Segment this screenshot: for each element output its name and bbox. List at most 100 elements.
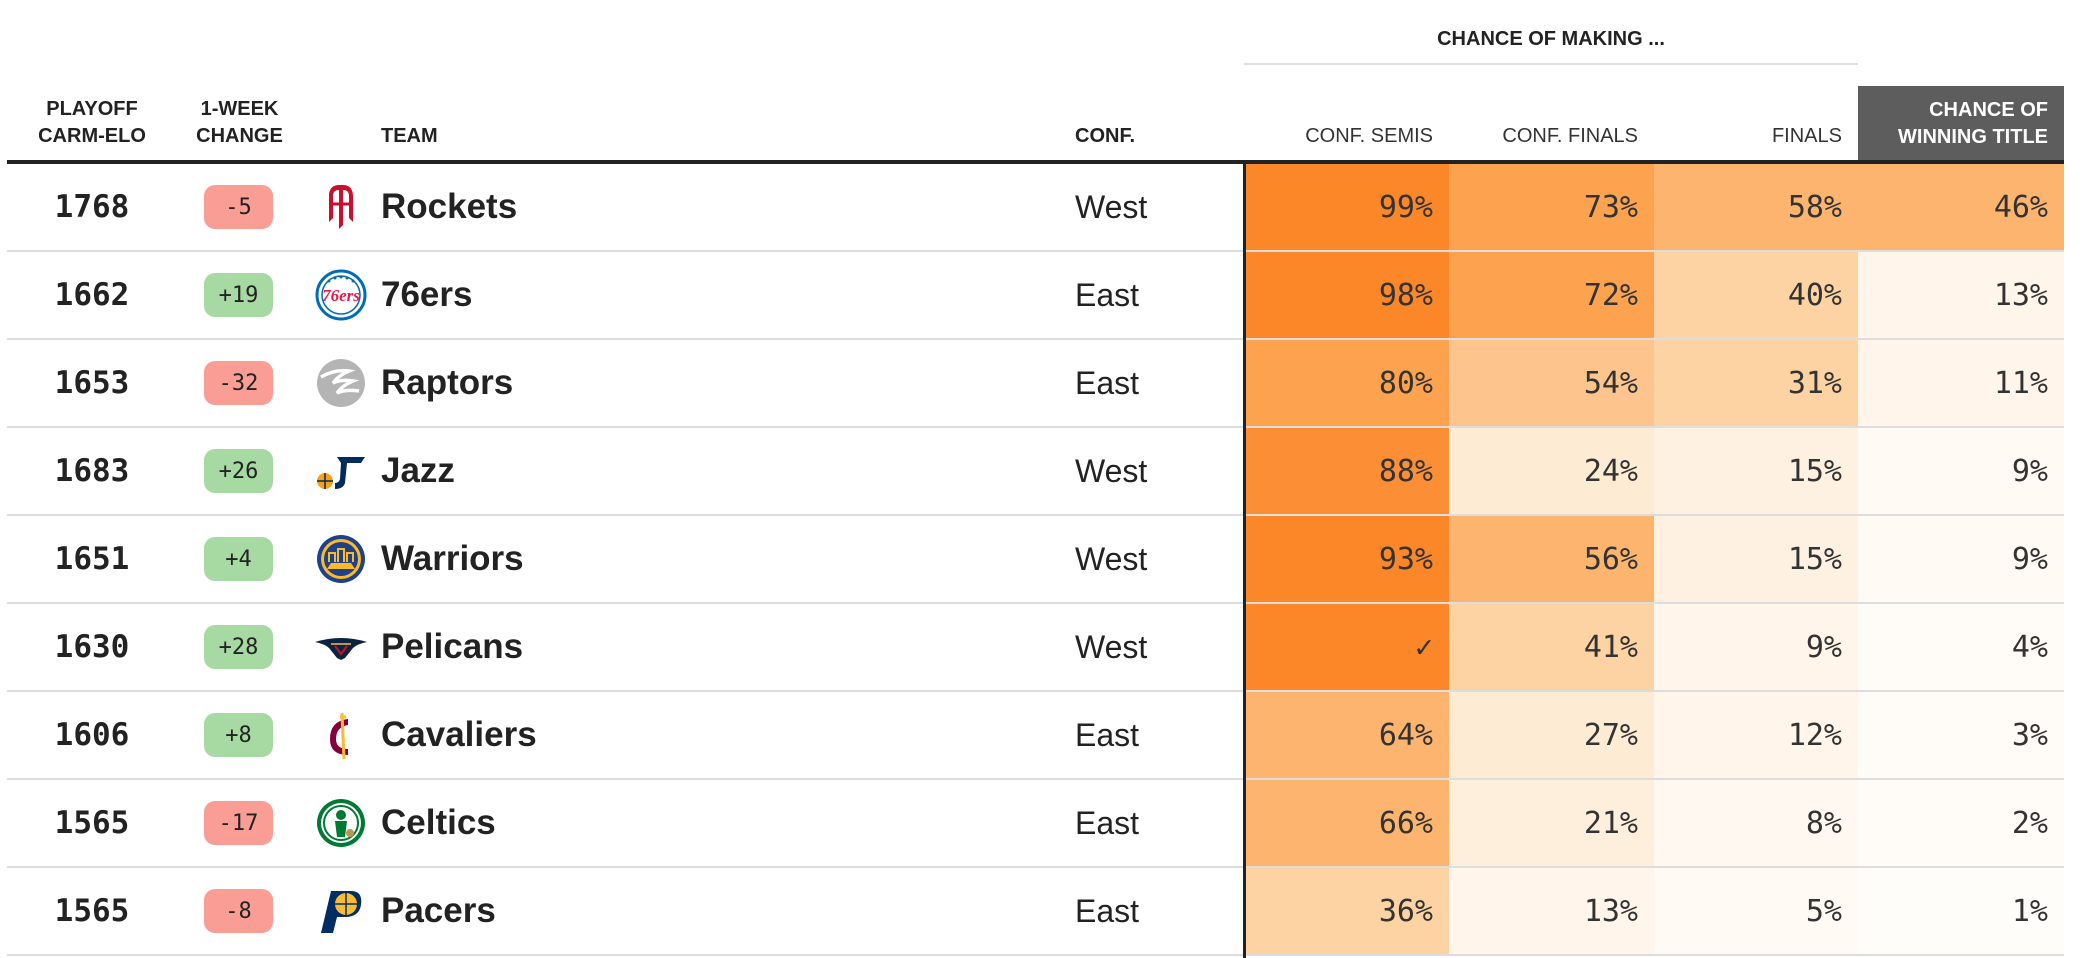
header-conf[interactable]: CONF. bbox=[1075, 125, 1135, 147]
table-row-jazz[interactable]: 1683 +26 Jazz West 88% 24% 15% 9% bbox=[7, 428, 2064, 516]
table-row-76ers[interactable]: 1662 +19 76ers 76ers East 98% 72% 40% 13… bbox=[7, 252, 2064, 340]
conf-finals-chance: 13% bbox=[1449, 868, 1654, 954]
header-change[interactable]: 1-WEEK CHANGE bbox=[187, 96, 292, 150]
title-chance: 9% bbox=[1858, 428, 2064, 514]
table-row-cavaliers[interactable]: 1606 +8 Cavaliers East 64% 27% 12% 3% bbox=[7, 692, 2064, 780]
standings-table: PLAYOFF CARM-ELO 1-WEEK CHANGE TEAM CONF… bbox=[7, 0, 2064, 958]
conf-semis-chance: 80% bbox=[1244, 340, 1449, 426]
change-badge: +26 bbox=[204, 449, 273, 493]
table-row-pelicans[interactable]: 1630 +28 Pelicans West ✓ 41% 9% 4% bbox=[7, 604, 2064, 692]
title-chance: 2% bbox=[1858, 780, 2064, 866]
finals-chance: 15% bbox=[1654, 516, 1858, 602]
header-conf-semis[interactable]: CONF. SEMIS bbox=[1305, 125, 1433, 147]
odds-divider bbox=[1243, 164, 1246, 958]
conference: West bbox=[1075, 628, 1148, 665]
team-name: Jazz bbox=[381, 451, 455, 490]
title-chance: 11% bbox=[1858, 340, 2064, 426]
conference: East bbox=[1075, 364, 1140, 401]
header-conf-finals[interactable]: CONF. FINALS bbox=[1502, 125, 1638, 147]
header-elo[interactable]: PLAYOFF CARM-ELO bbox=[7, 96, 177, 150]
change-cell: +4 bbox=[197, 516, 280, 602]
chance-of-making-rule bbox=[1244, 63, 1858, 65]
header-finals[interactable]: FINALS bbox=[1771, 125, 1842, 147]
table-row-celtics[interactable]: 1565 -17 Celtics East 66% 21% 8% 2% bbox=[7, 780, 2064, 868]
elo-value: 1565 bbox=[54, 893, 130, 929]
change-badge: +8 bbox=[204, 713, 273, 757]
title-chance: 3% bbox=[1858, 692, 2064, 778]
elo-value: 1651 bbox=[54, 541, 130, 577]
header-title-text: CHANCE OF WINNING TITLE bbox=[1898, 97, 2048, 151]
title-chance: 1% bbox=[1858, 868, 2064, 954]
conf-finals-chance: 72% bbox=[1449, 252, 1654, 338]
header-title-chance[interactable]: CHANCE OF WINNING TITLE bbox=[1858, 86, 2064, 163]
title-chance: 9% bbox=[1858, 516, 2064, 602]
raptors-icon bbox=[311, 340, 371, 426]
change-badge: -32 bbox=[204, 361, 273, 405]
conference: West bbox=[1075, 188, 1148, 225]
cavaliers-icon bbox=[311, 692, 371, 778]
change-cell: -5 bbox=[197, 164, 280, 250]
elo-value: 1768 bbox=[54, 189, 130, 225]
change-cell: +28 bbox=[197, 604, 280, 690]
svg-text:76ers: 76ers bbox=[322, 286, 360, 305]
warriors-icon bbox=[311, 516, 371, 602]
conference: East bbox=[1075, 716, 1140, 753]
conference: East bbox=[1075, 276, 1140, 313]
conference: West bbox=[1075, 452, 1148, 489]
conf-finals-chance: 27% bbox=[1449, 692, 1654, 778]
conf-finals-chance: 73% bbox=[1449, 164, 1654, 250]
elo-value: 1630 bbox=[54, 629, 130, 665]
header-chance-of-making: CHANCE OF MAKING ... bbox=[1437, 28, 1665, 50]
header-team[interactable]: TEAM bbox=[381, 125, 438, 147]
header-elo-line2: CARM-ELO bbox=[38, 125, 146, 147]
header-change-line1: 1-WEEK bbox=[200, 98, 279, 120]
header-divider bbox=[7, 160, 2064, 164]
change-cell: -17 bbox=[197, 780, 280, 866]
conference: East bbox=[1075, 892, 1140, 929]
pacers-icon bbox=[311, 868, 371, 954]
table-row-pacers[interactable]: 1565 -8 Pacers East 36% 13% 5% 1% bbox=[7, 868, 2064, 956]
conf-semis-chance: 88% bbox=[1244, 428, 1449, 514]
header-title-line1: CHANCE OF bbox=[1929, 99, 2048, 121]
finals-chance: 12% bbox=[1654, 692, 1858, 778]
change-cell: +26 bbox=[197, 428, 280, 514]
team-name: 76ers bbox=[381, 275, 473, 314]
team-name: Raptors bbox=[381, 363, 514, 402]
table-row-raptors[interactable]: 1653 -32 Raptors East 80% 54% 31% 11% bbox=[7, 340, 2064, 428]
header-elo-line1: PLAYOFF bbox=[46, 98, 138, 120]
title-chance: 46% bbox=[1858, 164, 2064, 250]
table-row-rockets[interactable]: 1768 -5 Rockets West 99% 73% 58% 46% bbox=[7, 164, 2064, 252]
finals-chance: 58% bbox=[1654, 164, 1858, 250]
elo-value: 1662 bbox=[54, 277, 130, 313]
pelicans-icon bbox=[311, 604, 371, 690]
team-name: Pelicans bbox=[381, 627, 524, 666]
finals-chance: 40% bbox=[1654, 252, 1858, 338]
conference: West bbox=[1075, 540, 1148, 577]
title-chance: 13% bbox=[1858, 252, 2064, 338]
change-cell: +8 bbox=[197, 692, 280, 778]
conf-semis-chance: 99% bbox=[1244, 164, 1449, 250]
rockets-icon bbox=[311, 164, 371, 250]
team-name: Celtics bbox=[381, 803, 496, 842]
change-badge: +28 bbox=[204, 625, 273, 669]
conf-finals-chance: 21% bbox=[1449, 780, 1654, 866]
team-name: Rockets bbox=[381, 187, 518, 226]
jazz-icon bbox=[311, 428, 371, 514]
conf-semis-chance: ✓ bbox=[1244, 604, 1449, 690]
conference: East bbox=[1075, 804, 1140, 841]
conf-semis-chance: 36% bbox=[1244, 868, 1449, 954]
elo-value: 1683 bbox=[54, 453, 130, 489]
change-cell: -8 bbox=[197, 868, 280, 954]
conf-finals-chance: 56% bbox=[1449, 516, 1654, 602]
change-badge: +4 bbox=[204, 537, 273, 581]
elo-value: 1653 bbox=[54, 365, 130, 401]
change-cell: -32 bbox=[197, 340, 280, 426]
conf-finals-chance: 24% bbox=[1449, 428, 1654, 514]
elo-value: 1606 bbox=[54, 717, 130, 753]
conf-semis-chance: 64% bbox=[1244, 692, 1449, 778]
table-row-warriors[interactable]: 1651 +4 Warriors West 93% 56% 15% 9% bbox=[7, 516, 2064, 604]
finals-chance: 31% bbox=[1654, 340, 1858, 426]
elo-value: 1565 bbox=[54, 805, 130, 841]
title-chance: 4% bbox=[1858, 604, 2064, 690]
finals-chance: 5% bbox=[1654, 868, 1858, 954]
